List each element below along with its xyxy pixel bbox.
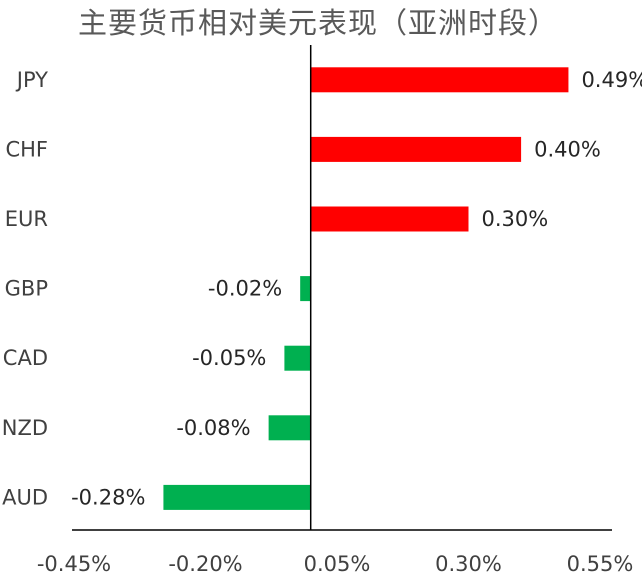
data-label-chf: 0.40%: [534, 137, 601, 161]
x-tick-label: 0.30%: [435, 552, 502, 576]
x-tick-label: -0.45%: [37, 552, 111, 576]
category-label-cad: CAD: [3, 346, 48, 370]
bar-eur: [310, 206, 469, 232]
chart-title: 主要货币相对美元表现（亚洲时段）: [78, 6, 558, 40]
data-label-jpy: 0.49%: [581, 68, 642, 92]
category-label-jpy: JPY: [15, 68, 48, 92]
bars-layer: [163, 67, 569, 510]
category-label-nzd: NZD: [2, 416, 48, 440]
bar-gbp: [300, 276, 311, 302]
labels-layer: JPY 0.49% CHF 0.40% EUR 0.30% GBP -0.02% CAD -0.0…: [2, 68, 642, 576]
bar-jpy: [310, 67, 569, 93]
category-label-eur: EUR: [5, 207, 48, 231]
bar-chf: [310, 136, 522, 162]
category-label-chf: CHF: [5, 137, 48, 161]
data-label-eur: 0.30%: [482, 207, 549, 231]
bar-cad: [284, 345, 311, 371]
axis-layer: [72, 45, 612, 531]
data-label-gbp: -0.02%: [208, 277, 282, 301]
x-tick-label: 0.05%: [304, 552, 371, 576]
x-tick-label: 0.55%: [567, 552, 634, 576]
x-tick-label: -0.20%: [168, 552, 242, 576]
category-label-aud: AUD: [2, 485, 48, 509]
data-label-aud: -0.28%: [71, 485, 145, 509]
data-label-nzd: -0.08%: [176, 416, 250, 440]
bar-aud: [163, 484, 311, 510]
bar-nzd: [268, 415, 311, 441]
data-label-cad: -0.05%: [192, 346, 266, 370]
category-label-gbp: GBP: [5, 277, 48, 301]
